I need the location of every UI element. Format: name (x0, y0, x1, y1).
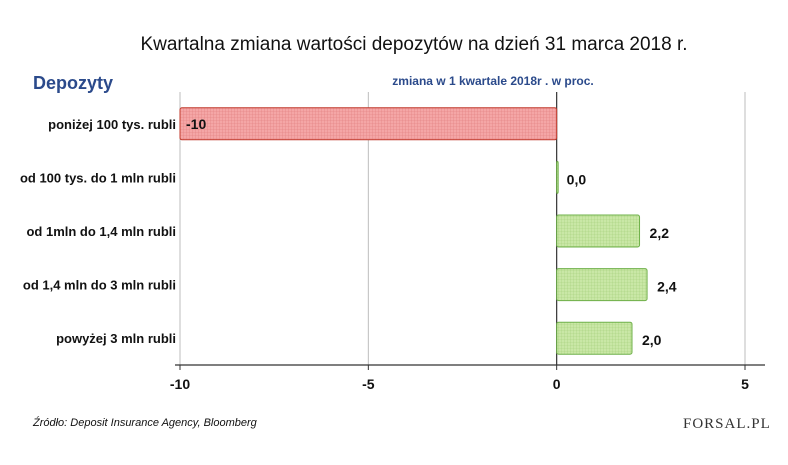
forsal-logo: FORSAL.PL (683, 416, 771, 432)
category-label: od 1mln do 1,4 mln rubli (26, 224, 176, 239)
category-label: od 1,4 mln do 3 mln rubli (23, 278, 176, 293)
category-label: poniżej 100 tys. rubli (48, 117, 176, 132)
x-tick-label: -5 (362, 376, 375, 392)
bar (179, 107, 558, 141)
category-labels: poniżej 100 tys. rubli od 100 tys. do 1 m… (20, 117, 176, 346)
data-label: 0,0 (567, 171, 587, 187)
bars (179, 107, 648, 355)
data-labels: -10 0,0 2,2 2,4 2,0 (186, 116, 677, 348)
bar (556, 321, 633, 355)
x-tick-labels: -10 -5 0 5 (170, 376, 749, 392)
x-tick-label: -10 (170, 376, 190, 392)
bar (556, 268, 648, 302)
category-label: powyżej 3 mln rubli (56, 331, 176, 346)
data-label: 2,4 (657, 279, 677, 295)
bar (556, 160, 559, 194)
data-label: -10 (186, 116, 206, 132)
data-label: 2,2 (650, 225, 670, 241)
section-label: Depozyty (33, 73, 113, 93)
bar (556, 214, 641, 248)
x-axis (175, 364, 765, 370)
category-label: od 100 tys. do 1 mln rubli (20, 170, 176, 185)
x-tick-label: 0 (553, 376, 561, 392)
chart-title: Kwartalna zmiana wartości depozytów na d… (140, 34, 687, 55)
x-tick-label: 5 (741, 376, 749, 392)
source-note: Źródło: Deposit Insurance Agency, Bloomb… (32, 416, 258, 429)
chart-subtitle: zmiana w 1 kwartale 2018r . w proc. (392, 74, 593, 88)
data-label: 2,0 (642, 332, 662, 348)
